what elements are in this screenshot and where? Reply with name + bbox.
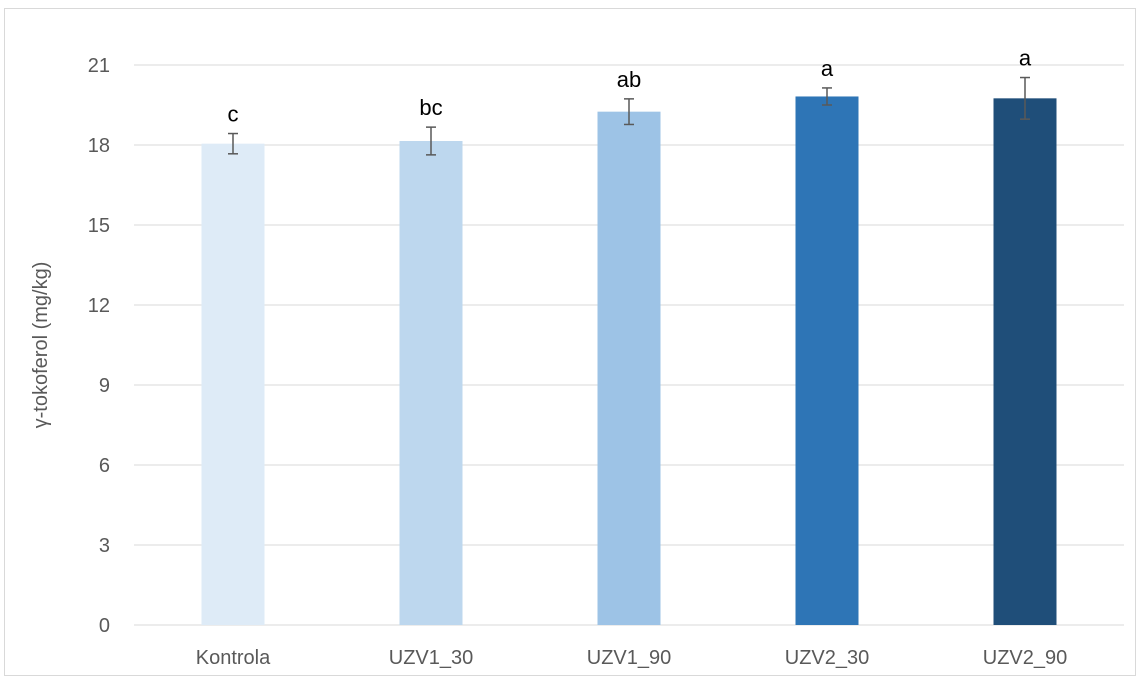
bars (201, 96, 1057, 626)
y-tick-label: 6 (99, 455, 110, 477)
error-bar (228, 132, 238, 155)
y-tick-label: 12 (88, 295, 110, 317)
y-tick-label: 0 (99, 615, 110, 637)
y-tick-label: 9 (99, 375, 110, 397)
significance-letter: bc (419, 95, 442, 120)
significance-letter: c (228, 102, 239, 127)
y-tick-label: 21 (88, 55, 110, 77)
error-bar (1020, 76, 1030, 120)
error-bar (822, 87, 832, 106)
error-bar (624, 98, 634, 126)
x-category-label: UZV2_90 (983, 647, 1068, 669)
significance-letter: a (821, 56, 834, 81)
y-tick-label: 18 (88, 135, 110, 157)
y-axis-ticks: 0 3 6 9 12 15 18 21 (88, 55, 110, 637)
bar (201, 143, 265, 625)
x-category-label: UZV2_30 (785, 647, 870, 669)
y-tick-label: 15 (88, 215, 110, 237)
x-category-label: UZV1_30 (389, 647, 474, 669)
y-axis-label: γ-tokoferol (mg/kg) (30, 262, 52, 429)
x-category-label: Kontrola (196, 647, 271, 669)
y-tick-label: 3 (99, 535, 110, 557)
significance-letters: c bc ab a a (228, 46, 1032, 127)
chart-frame (4, 8, 1136, 676)
significance-letter: a (1019, 46, 1032, 71)
significance-letter: ab (617, 67, 641, 92)
bar (795, 96, 859, 625)
x-category-label: UZV1_90 (587, 647, 672, 669)
bar (597, 111, 661, 625)
bar (399, 141, 463, 625)
x-axis-categories: Kontrola UZV1_30 UZV1_90 UZV2_30 UZV2_90 (196, 647, 1068, 669)
error-bar (426, 126, 436, 156)
bar (993, 98, 1057, 626)
error-bars (228, 76, 1030, 156)
